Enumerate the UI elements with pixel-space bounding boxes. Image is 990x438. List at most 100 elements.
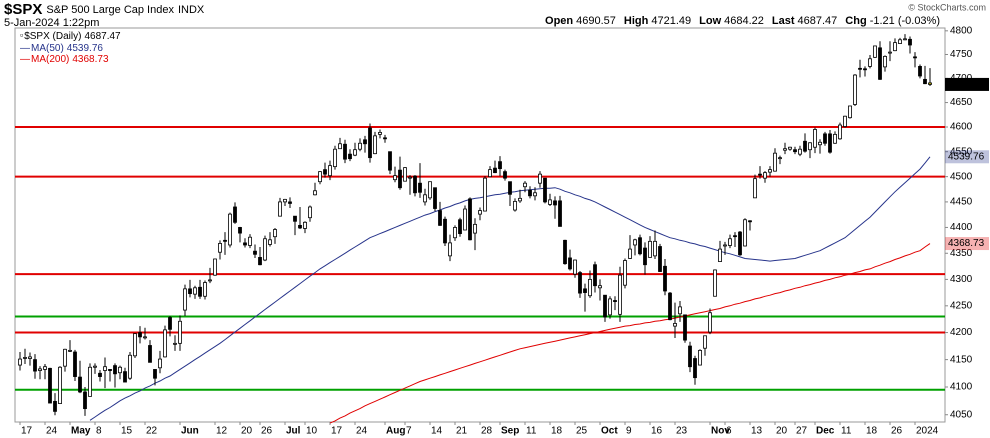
- candle-body: [178, 320, 182, 344]
- timestamp: 5-Jan-2024 1:22pm: [4, 17, 99, 29]
- x-tick-label: 11: [841, 426, 852, 437]
- legend-price-value: 4687.47: [84, 31, 121, 42]
- candle-body: [23, 357, 27, 359]
- last-price-label: 4687.47: [948, 79, 985, 90]
- candle-body: [278, 201, 282, 217]
- candle-body: [103, 366, 107, 371]
- candle-body: [353, 149, 357, 156]
- candle-body: [188, 288, 192, 295]
- legend-swatch: ▫: [20, 30, 23, 40]
- candle-body: [383, 137, 387, 140]
- candle-body: [168, 317, 172, 330]
- candle-body: [198, 286, 202, 297]
- x-tick-label: Jul: [286, 426, 301, 437]
- x-tick-label: 2024: [916, 426, 939, 437]
- candle-body: [553, 200, 557, 206]
- candle-body: [53, 400, 57, 412]
- candle-body: [883, 55, 887, 68]
- x-tick-label: 12: [216, 426, 228, 437]
- x-tick-label: 17: [331, 426, 343, 437]
- candle-body: [798, 148, 802, 155]
- candle-body: [478, 210, 482, 215]
- candle-body: [833, 133, 837, 144]
- candle-body: [43, 366, 47, 370]
- candle-body: [763, 172, 767, 179]
- quote-change: -1.21 (-0.03%): [870, 15, 940, 27]
- candle-body: [853, 74, 857, 105]
- quote-label: Last: [772, 15, 795, 27]
- candle-body: [418, 182, 422, 193]
- candle-body: [863, 68, 867, 71]
- candle-body: [213, 258, 217, 276]
- candle-body: [643, 247, 647, 266]
- index-name: S&P 500 Large Cap Index: [46, 4, 174, 16]
- x-tick-label: 26: [891, 426, 903, 437]
- candle-body: [668, 292, 672, 321]
- x-tick-label: 11: [526, 426, 537, 437]
- y-tick-label: 4300: [950, 274, 973, 285]
- candle-body: [393, 175, 397, 181]
- x-tick-label: 25: [576, 426, 588, 437]
- x-tick-label: 18: [551, 426, 563, 437]
- candle-body: [588, 278, 592, 297]
- exchange: INDX: [178, 4, 205, 16]
- y-tick-label: 4650: [950, 97, 973, 108]
- candle-body: [498, 161, 502, 170]
- candle-body: [183, 288, 187, 311]
- y-tick-label: 4350: [950, 248, 973, 259]
- candle-body: [33, 359, 37, 372]
- candle-body: [598, 285, 602, 289]
- candle-body: [733, 235, 737, 238]
- candle-body: [663, 265, 667, 292]
- candle-body: [408, 176, 412, 179]
- candle-body: [708, 312, 712, 333]
- candle-body: [893, 42, 897, 52]
- candle-body: [878, 47, 882, 80]
- x-tick-label: 16: [651, 426, 663, 437]
- candle-body: [903, 38, 907, 41]
- legend-swatch: —: [20, 43, 30, 54]
- x-tick-label: 20: [776, 426, 788, 437]
- candle-body: [328, 165, 332, 177]
- candle-body: [808, 142, 812, 151]
- candle-body: [18, 358, 22, 366]
- candle-body: [313, 190, 317, 196]
- y-tick-label: 4400: [950, 222, 973, 233]
- y-tick-label: 4250: [950, 300, 973, 311]
- candle-body: [248, 236, 252, 246]
- legend-name: MA(200): [31, 54, 69, 65]
- x-tick-label: Oct: [601, 426, 618, 437]
- candle-body: [193, 287, 197, 295]
- candle-body: [838, 124, 842, 140]
- candle-body: [288, 201, 292, 204]
- candle-body: [78, 376, 82, 393]
- candle-body: [843, 115, 847, 127]
- candle-body: [203, 282, 207, 297]
- x-tick-label: Nov: [711, 426, 730, 437]
- candle-body: [613, 300, 617, 302]
- candle-body: [873, 45, 877, 58]
- legend-entry: —MA(200) 4368.73: [20, 54, 109, 65]
- candle-body: [773, 152, 777, 172]
- candle-body: [38, 368, 42, 371]
- candle-body: [523, 182, 527, 188]
- candle-body: [803, 140, 807, 152]
- candle-body: [678, 306, 682, 315]
- candle-body: [558, 200, 562, 227]
- candle-body: [93, 365, 97, 368]
- candle-body: [918, 66, 922, 77]
- candle-body: [788, 146, 792, 150]
- candle-body: [848, 105, 852, 119]
- candle-body: [488, 169, 492, 178]
- candle-body: [358, 142, 362, 150]
- ma-value-label: 4539.76: [948, 151, 985, 162]
- candle-body: [83, 391, 87, 410]
- candle-body: [148, 345, 152, 363]
- x-tick-label: 21: [456, 426, 468, 437]
- candle-body: [743, 219, 747, 247]
- candle-body: [428, 181, 432, 199]
- x-tick-label: 9: [626, 426, 632, 437]
- candle-body: [628, 248, 632, 259]
- candle-body: [868, 58, 872, 67]
- candle-body: [378, 132, 382, 135]
